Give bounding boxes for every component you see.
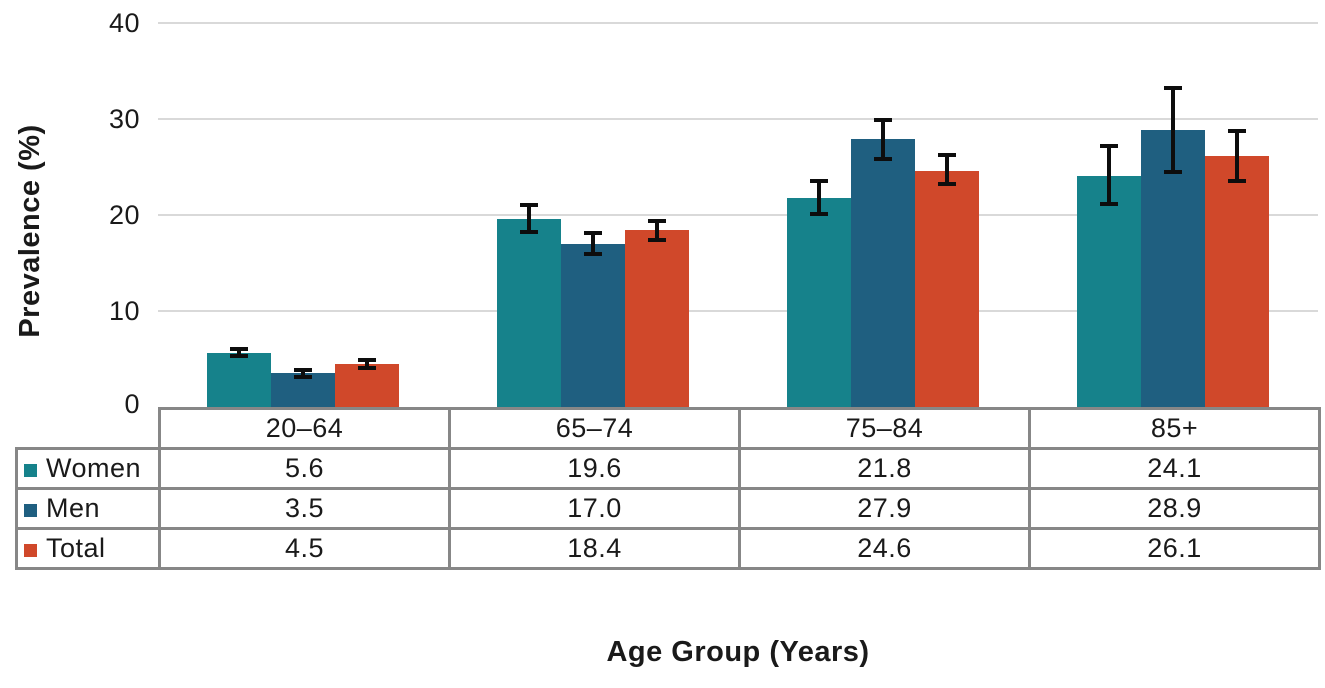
age-group-header-20-64: 20–64 bbox=[158, 407, 451, 450]
age-group-header-85-: 85+ bbox=[1028, 407, 1321, 450]
error-bar-line bbox=[945, 155, 949, 185]
error-bar-cap-upper bbox=[294, 367, 312, 372]
gridline-20 bbox=[158, 214, 1318, 216]
bar-total-85- bbox=[1205, 156, 1269, 407]
legend-label-total: Total bbox=[46, 533, 106, 563]
error-bar-cap-upper bbox=[938, 153, 956, 158]
value-men-85-: 28.9 bbox=[1028, 487, 1321, 530]
y-tick-label-40: 40 bbox=[108, 8, 140, 38]
error-bar-cap-upper bbox=[1228, 129, 1246, 134]
age-group-header-75-84: 75–84 bbox=[738, 407, 1031, 450]
value-women-20-64: 5.6 bbox=[158, 447, 451, 490]
gridline-40 bbox=[158, 22, 1318, 24]
legend-cell-total: Total bbox=[15, 527, 161, 570]
value-men-75-84: 27.9 bbox=[738, 487, 1031, 530]
value-total-20-64: 4.5 bbox=[158, 527, 451, 570]
bar-women-85- bbox=[1077, 175, 1141, 407]
bar-women-75-84 bbox=[787, 197, 851, 407]
legend-label-men: Men bbox=[46, 493, 101, 523]
gridline-10 bbox=[158, 310, 1318, 312]
error-bar-cap-lower bbox=[294, 375, 312, 380]
error-bar-cap-upper bbox=[520, 203, 538, 208]
error-bar-line bbox=[881, 119, 885, 160]
error-bar-line bbox=[365, 359, 369, 368]
error-bar-cap-lower bbox=[520, 230, 538, 235]
value-women-85-: 24.1 bbox=[1028, 447, 1321, 490]
value-total-75-84: 24.6 bbox=[738, 527, 1031, 570]
legend-swatch-total bbox=[24, 544, 37, 557]
error-bar-cap-lower bbox=[1228, 179, 1246, 184]
error-bar-cap-lower bbox=[358, 365, 376, 370]
bar-men-65-74 bbox=[561, 243, 625, 407]
error-bar-cap-upper bbox=[810, 179, 828, 184]
error-bar-cap-lower bbox=[584, 252, 602, 257]
value-women-65-74: 19.6 bbox=[448, 447, 741, 490]
y-tick-label-20: 20 bbox=[108, 200, 140, 230]
table-row-men: Men 3.5 17.0 27.9 28.9 bbox=[15, 487, 1321, 530]
age-group-header-65-74: 65–74 bbox=[448, 407, 741, 450]
bar-total-75-84 bbox=[915, 170, 979, 407]
table-corner-blank bbox=[17, 409, 160, 449]
error-bar-line bbox=[591, 233, 595, 255]
legend-swatch-men bbox=[24, 504, 37, 517]
table-header-row: 20–64 65–74 75–84 85+ bbox=[17, 407, 1321, 450]
table-row-women: Women 5.6 19.6 21.8 24.1 bbox=[15, 447, 1321, 490]
error-bar-line bbox=[301, 369, 305, 378]
error-bar-line bbox=[817, 181, 821, 215]
error-bar-cap-upper bbox=[648, 218, 666, 223]
error-bar-cap-lower bbox=[648, 237, 666, 242]
error-bar-cap-lower bbox=[810, 212, 828, 217]
value-men-20-64: 3.5 bbox=[158, 487, 451, 530]
error-bar-line bbox=[527, 205, 531, 233]
gridline-30 bbox=[158, 118, 1318, 120]
bar-men-75-84 bbox=[851, 139, 915, 407]
error-bar-cap-upper bbox=[1100, 143, 1118, 148]
error-bar-cap-upper bbox=[358, 357, 376, 362]
bar-men-85- bbox=[1141, 129, 1205, 407]
error-bar-cap-upper bbox=[230, 347, 248, 352]
bar-women-65-74 bbox=[497, 218, 561, 407]
table-row-total: Total 4.5 18.4 24.6 26.1 bbox=[15, 527, 1321, 570]
legend-swatch-women bbox=[24, 464, 37, 477]
x-axis-title: Age Group (Years) bbox=[606, 636, 870, 668]
error-bar-cap-lower bbox=[1100, 202, 1118, 207]
bar-women-20-64 bbox=[207, 353, 271, 407]
legend-cell-men: Men bbox=[15, 487, 161, 530]
value-total-85-: 26.1 bbox=[1028, 527, 1321, 570]
error-bar-line bbox=[1107, 145, 1111, 205]
error-bar-line bbox=[1235, 131, 1239, 182]
legend-cell-women: Women bbox=[15, 447, 161, 490]
data-table: 20–64 65–74 75–84 85+ Women 5.6 19.6 21.8 24.1 Me… bbox=[15, 407, 1321, 570]
value-total-65-74: 18.4 bbox=[448, 527, 741, 570]
legend-label-women: Women bbox=[46, 453, 142, 483]
value-women-75-84: 21.8 bbox=[738, 447, 1031, 490]
error-bar-cap-lower bbox=[938, 182, 956, 187]
error-bar-cap-lower bbox=[1164, 169, 1182, 174]
bar-total-20-64 bbox=[335, 363, 399, 407]
error-bar-cap-upper bbox=[1164, 86, 1182, 91]
bar-total-65-74 bbox=[625, 230, 689, 407]
value-men-65-74: 17.0 bbox=[448, 487, 741, 530]
error-bar-cap-lower bbox=[874, 157, 892, 162]
error-bar-cap-upper bbox=[874, 117, 892, 122]
error-bar-line bbox=[655, 220, 659, 240]
error-bar-cap-upper bbox=[584, 231, 602, 236]
y-tick-label-0: 0 bbox=[124, 389, 140, 419]
error-bar-cap-lower bbox=[230, 354, 248, 359]
error-bar-line bbox=[237, 349, 241, 357]
error-bar-line bbox=[1171, 88, 1175, 172]
y-tick-label-10: 10 bbox=[108, 296, 140, 326]
y-tick-label-30: 30 bbox=[108, 104, 140, 134]
